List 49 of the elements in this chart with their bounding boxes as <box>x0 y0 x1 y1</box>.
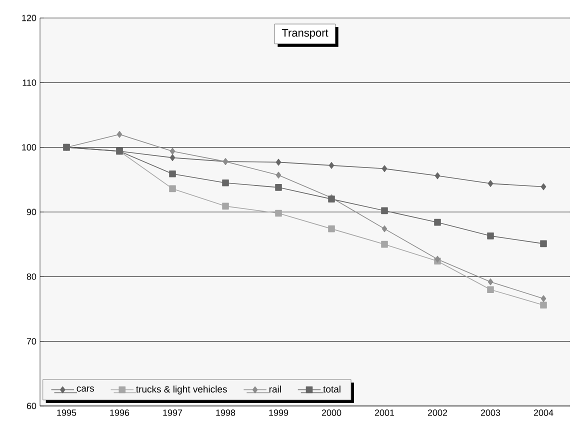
point <box>434 172 440 180</box>
point <box>222 202 229 210</box>
point <box>382 225 388 232</box>
x-tick-label: 1995 <box>57 410 76 416</box>
point <box>276 172 282 179</box>
y-tick-label: 100 <box>22 144 36 151</box>
point <box>169 170 176 178</box>
point <box>381 207 388 214</box>
x-tick-label: 1997 <box>163 410 182 416</box>
point <box>540 183 546 190</box>
legend-label: trucks & light vehicles <box>136 386 227 394</box>
point <box>487 286 494 293</box>
text: Transport <box>282 29 328 39</box>
point <box>169 185 176 192</box>
point <box>275 210 282 217</box>
y-tick-label: 70 <box>26 338 36 345</box>
legend-label: cars <box>76 386 94 392</box>
point <box>488 278 494 286</box>
y-tick-label: 110 <box>22 79 36 86</box>
x-tick-label: 2002 <box>428 410 448 416</box>
point <box>276 158 282 166</box>
point <box>381 240 388 248</box>
point <box>170 148 176 155</box>
y-tick-label: 120 <box>22 14 36 22</box>
legend-label: total <box>323 386 340 393</box>
point <box>488 180 494 187</box>
x-tick-label: 2001 <box>374 410 394 416</box>
x-tick-label: 2003 <box>480 410 500 416</box>
point <box>328 225 335 232</box>
point <box>275 184 282 191</box>
point <box>328 162 334 169</box>
x-tick-label: 1998 <box>216 410 236 416</box>
x-tick-label: 2004 <box>534 410 554 416</box>
point <box>382 165 388 172</box>
point <box>540 240 547 248</box>
point <box>540 302 547 309</box>
point <box>487 232 494 240</box>
point <box>434 218 441 226</box>
point <box>170 154 176 162</box>
y-tick-label: 60 <box>26 402 36 410</box>
y-tick-label: 80 <box>26 273 36 280</box>
y-tick-label: 90 <box>26 208 36 216</box>
legend-label: rail <box>269 386 281 393</box>
x-tick-label: 1996 <box>110 410 130 416</box>
x-tick-label: 2000 <box>322 410 342 416</box>
point <box>222 179 229 186</box>
x-tick-label: 1999 <box>269 410 288 416</box>
point <box>540 295 546 302</box>
point <box>116 130 122 138</box>
